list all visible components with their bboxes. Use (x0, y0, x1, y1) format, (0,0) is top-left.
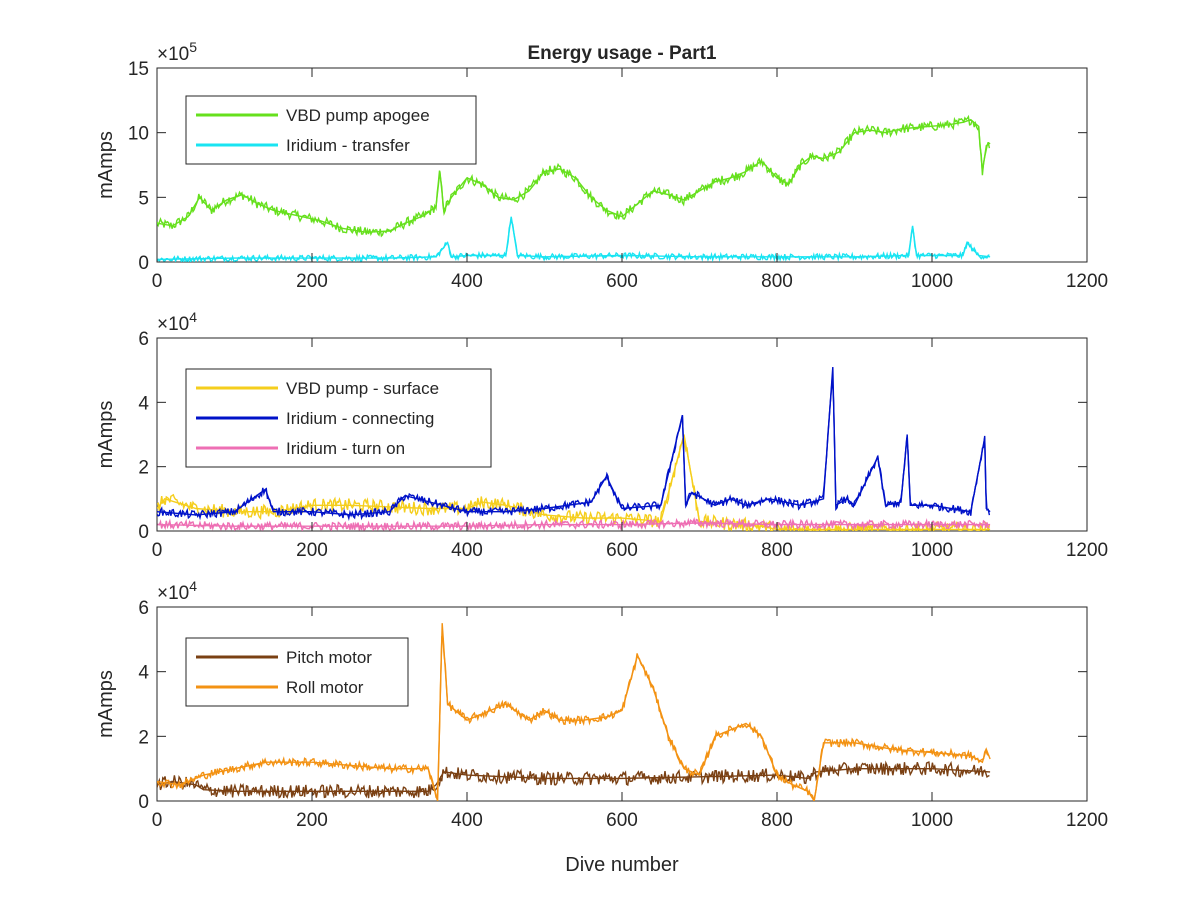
y-tick-label: 2 (138, 458, 149, 479)
x-tick-label: 800 (761, 810, 793, 831)
x-tick-label: 600 (606, 271, 638, 292)
y-tick-label: 5 (138, 188, 149, 209)
legend-box (185, 95, 477, 165)
legend: VBD pump apogee Iridium - transfer (185, 95, 477, 165)
x-tick-label: 1200 (1066, 810, 1108, 831)
series-line-2 (157, 220, 990, 262)
y-tick-label: 0 (138, 253, 149, 274)
y-tick-label: 10 (128, 124, 149, 145)
series-peaks-1 (157, 434, 991, 531)
x-tick-label: 0 (152, 271, 163, 292)
y-exponent-label: ×104 (157, 578, 197, 604)
panel-2: 0 200 400 600 800 1000 1200 0 2 4 6 ×104 mAmps VBD pu… (95, 309, 1108, 561)
legend-label: Iridium - transfer (286, 136, 410, 155)
y-axis-label: mAmps (95, 401, 117, 469)
y-tick-label: 4 (138, 663, 149, 684)
legend-label: Roll motor (286, 678, 364, 697)
y-axis-label: mAmps (95, 131, 117, 199)
x-tick-label: 200 (296, 810, 328, 831)
legend: Pitch motor Roll motor (185, 637, 409, 707)
x-tick-label: 400 (451, 540, 483, 561)
series-peaks-2 (157, 623, 991, 801)
x-axis-label: Dive number (565, 854, 679, 876)
x-tick-label: 600 (606, 540, 638, 561)
y-tick-label: 0 (138, 792, 149, 813)
x-tick-label: 1000 (911, 810, 953, 831)
x-tick-label: 0 (152, 810, 163, 831)
legend-label: VBD pump - surface (286, 379, 439, 398)
x-tick-label: 1000 (911, 271, 953, 292)
series-peaks-1 (157, 768, 991, 792)
legend: VBD pump - surface Iridium - connecting Ir… (185, 368, 492, 468)
y-tick-label: 6 (138, 598, 149, 619)
x-tick-label: 1200 (1066, 271, 1108, 292)
x-tick-label: 1200 (1066, 540, 1108, 561)
y-tick-label: 4 (138, 393, 149, 414)
panel-1: 0 200 400 600 800 1000 1200 0 5 10 15 ×105 mAmps Ener… (95, 39, 1108, 292)
y-tick-label: 15 (128, 59, 149, 80)
x-tick-label: 800 (761, 540, 793, 561)
series-group (157, 366, 991, 531)
x-tick-label: 0 (152, 540, 163, 561)
y-tick-label: 6 (138, 329, 149, 350)
series-peaks-1 (157, 118, 991, 234)
x-tick-label: 400 (451, 271, 483, 292)
y-axis-label: mAmps (95, 670, 117, 738)
y-exponent-label: ×105 (157, 39, 197, 65)
x-tick-label: 1000 (911, 540, 953, 561)
y-tick-label: 2 (138, 727, 149, 748)
series-peaks-2 (157, 216, 991, 261)
legend-label: Pitch motor (286, 648, 372, 667)
legend-box (185, 637, 409, 707)
x-tick-label: 200 (296, 271, 328, 292)
legend-label: VBD pump apogee (286, 106, 430, 125)
chart-title: Energy usage - Part1 (527, 43, 716, 64)
x-tick-label: 800 (761, 271, 793, 292)
x-tick-label: 600 (606, 810, 638, 831)
series-group (157, 623, 991, 801)
series-peaks-3 (157, 522, 991, 527)
series-group (157, 114, 991, 262)
legend-label: Iridium - turn on (286, 439, 405, 458)
x-tick-label: 400 (451, 810, 483, 831)
series-peaks-2 (157, 366, 991, 516)
y-exponent-label: ×104 (157, 309, 197, 335)
x-tick-label: 200 (296, 540, 328, 561)
legend-label: Iridium - connecting (286, 409, 434, 428)
panel-3: 0 200 400 600 800 1000 1200 0 2 4 6 ×104 mAmps Dive n… (95, 578, 1108, 876)
y-tick-label: 0 (138, 522, 149, 543)
